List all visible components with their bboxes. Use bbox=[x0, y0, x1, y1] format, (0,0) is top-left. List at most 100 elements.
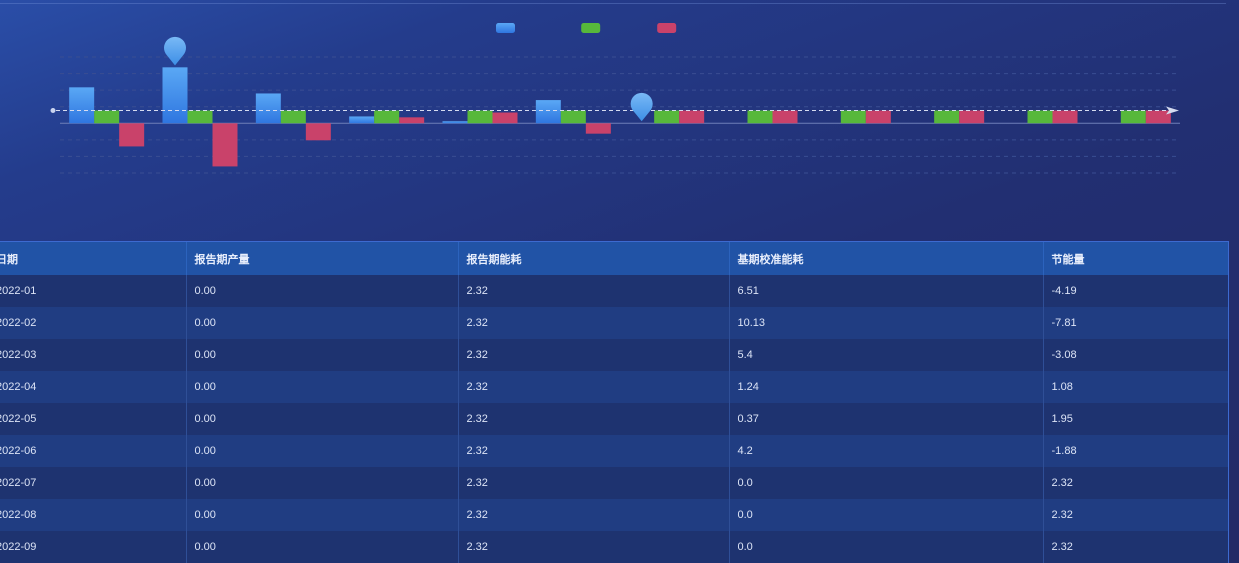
cell-savings: -7.81 bbox=[1043, 307, 1228, 339]
header-savings[interactable]: 节能量 bbox=[1043, 242, 1228, 275]
cell-output: 0.00 bbox=[186, 275, 459, 307]
header-output[interactable]: 报告期产量 bbox=[186, 242, 459, 275]
mark-line-start bbox=[50, 107, 56, 113]
cell-baseline-energy: 5.4 bbox=[729, 339, 1044, 371]
cell-savings: -4.19 bbox=[1043, 275, 1228, 307]
cell-output: 0.00 bbox=[186, 339, 459, 371]
cell-baseline-energy: 6.51 bbox=[729, 275, 1044, 307]
bar-savings bbox=[305, 123, 331, 141]
bar-savings bbox=[772, 110, 798, 124]
legend-swatch bbox=[581, 23, 601, 33]
mark-line-arrow bbox=[1166, 106, 1179, 115]
cell-savings: -3.08 bbox=[1043, 339, 1228, 371]
bar-savings bbox=[492, 112, 518, 124]
cell-savings: 2.32 bbox=[1043, 531, 1228, 563]
table-row[interactable]: 2022-04 0.00 2.32 1.24 1.08 bbox=[0, 371, 1228, 403]
cell-baseline-energy: 4.2 bbox=[729, 435, 1044, 467]
bar-report bbox=[94, 110, 120, 124]
cell-savings: 2.32 bbox=[1043, 467, 1228, 499]
mark-point-pin bbox=[630, 92, 653, 122]
bar-baseline bbox=[162, 67, 188, 124]
table-container: 日期 报告期产量 报告期能耗 基期校准能耗 节能量 2022-010.002.3… bbox=[0, 241, 1229, 563]
cell-savings: 2.32 bbox=[1043, 499, 1228, 531]
cell-output: 0.00 bbox=[186, 371, 459, 403]
bar-baseline bbox=[349, 116, 375, 124]
cell-date: 2022-08 bbox=[0, 499, 187, 531]
cell-baseline-energy: 0.0 bbox=[729, 467, 1044, 499]
bar-baseline bbox=[255, 93, 281, 124]
table-row[interactable]: 2022-03 0.00 2.32 5.4 -3.08 bbox=[0, 339, 1228, 371]
cell-savings: 1.95 bbox=[1043, 403, 1228, 435]
bar-report bbox=[747, 110, 773, 124]
cell-baseline-energy: 0.37 bbox=[729, 403, 1044, 435]
cell-date: 2022-01 bbox=[0, 275, 187, 307]
bar-report bbox=[654, 110, 680, 124]
cell-output: 0.00 bbox=[186, 531, 459, 563]
cell-baseline-energy: 1.24 bbox=[729, 371, 1044, 403]
header-report-energy[interactable]: 报告期能耗 bbox=[458, 242, 730, 275]
cell-date: 2022-03 bbox=[0, 339, 187, 371]
cell-date: 2022-04 bbox=[0, 371, 187, 403]
table-row[interactable]: 2022-07 0.00 2.32 0.0 2.32 bbox=[0, 467, 1228, 499]
bar-report bbox=[840, 110, 866, 124]
bar-savings bbox=[399, 117, 425, 124]
cell-report-energy: 2.32 bbox=[458, 371, 730, 403]
cell-baseline-energy: 0.0 bbox=[729, 499, 1044, 531]
cell-date: 2022-05 bbox=[0, 403, 187, 435]
cell-output: 0.00 bbox=[186, 467, 459, 499]
bar-savings bbox=[959, 110, 985, 124]
table-row[interactable]: 2022-01 0.00 2.32 6.51 -4.19 bbox=[0, 275, 1228, 307]
cell-baseline-energy: 10.13 bbox=[729, 307, 1044, 339]
bar-savings bbox=[1052, 110, 1078, 124]
top-divider bbox=[0, 3, 1226, 4]
table-row[interactable]: 2022-02 0.00 2.32 10.13 -7.81 bbox=[0, 307, 1228, 339]
table-row[interactable]: 2022-08 0.00 2.32 0.0 2.32 bbox=[0, 499, 1228, 531]
bar-savings bbox=[119, 123, 145, 147]
bar-savings bbox=[1145, 110, 1171, 124]
cell-report-energy: 2.32 bbox=[458, 275, 730, 307]
bar-baseline bbox=[69, 87, 95, 124]
cell-date: 2022-06 bbox=[0, 435, 187, 467]
cell-report-energy: 2.32 bbox=[458, 339, 730, 371]
cell-report-energy: 2.32 bbox=[458, 403, 730, 435]
header-date[interactable]: 日期 bbox=[0, 242, 187, 275]
cell-report-energy: 2.32 bbox=[458, 531, 730, 563]
bar-report bbox=[187, 110, 213, 124]
bar-savings bbox=[585, 123, 611, 134]
cell-date: 2022-02 bbox=[0, 307, 187, 339]
bar-savings bbox=[865, 110, 891, 124]
bar-report bbox=[280, 110, 306, 124]
cell-report-energy: 2.32 bbox=[458, 435, 730, 467]
energy-table: 日期 报告期产量 报告期能耗 基期校准能耗 节能量 2022-010.002.3… bbox=[0, 242, 1228, 563]
bar-report bbox=[374, 110, 400, 124]
cell-date: 2022-09 bbox=[0, 531, 187, 563]
chart-panel bbox=[0, 0, 1239, 235]
bar-report bbox=[560, 110, 586, 124]
cell-output: 0.00 bbox=[186, 499, 459, 531]
bar-savings bbox=[679, 110, 705, 124]
bar-savings bbox=[212, 123, 238, 167]
table-row[interactable]: 2022-09 0.00 2.32 0.0 2.32 bbox=[0, 531, 1228, 563]
bar-baseline bbox=[442, 121, 468, 124]
table-header-row: 日期 报告期产量 报告期能耗 基期校准能耗 节能量 bbox=[0, 242, 1228, 275]
bar-report bbox=[1027, 110, 1053, 124]
table-row[interactable]: 2022-05 0.00 2.32 0.37 1.95 bbox=[0, 403, 1228, 435]
cell-date: 2022-07 bbox=[0, 467, 187, 499]
header-baseline-energy[interactable]: 基期校准能耗 bbox=[729, 242, 1044, 275]
table-row[interactable]: 2022-06 0.00 2.32 4.2 -1.88 bbox=[0, 435, 1228, 467]
cell-output: 0.00 bbox=[186, 435, 459, 467]
mark-point-pin bbox=[164, 36, 187, 66]
energy-bar-chart bbox=[50, 23, 1180, 174]
cell-savings: 1.08 bbox=[1043, 371, 1228, 403]
legend-swatch bbox=[496, 23, 515, 33]
legend-swatch bbox=[657, 23, 677, 33]
cell-report-energy: 2.32 bbox=[458, 467, 730, 499]
cell-savings: -1.88 bbox=[1043, 435, 1228, 467]
cell-baseline-energy: 0.0 bbox=[729, 531, 1044, 563]
table-body: 2022-01 0.00 2.32 6.51 -4.19 2022-02 0.00 2.32 1… bbox=[0, 275, 1228, 563]
bar-baseline bbox=[535, 100, 561, 124]
cell-output: 0.00 bbox=[186, 403, 459, 435]
bar-report bbox=[1120, 110, 1146, 124]
bar-report bbox=[934, 110, 960, 124]
cell-output: 0.00 bbox=[186, 307, 459, 339]
